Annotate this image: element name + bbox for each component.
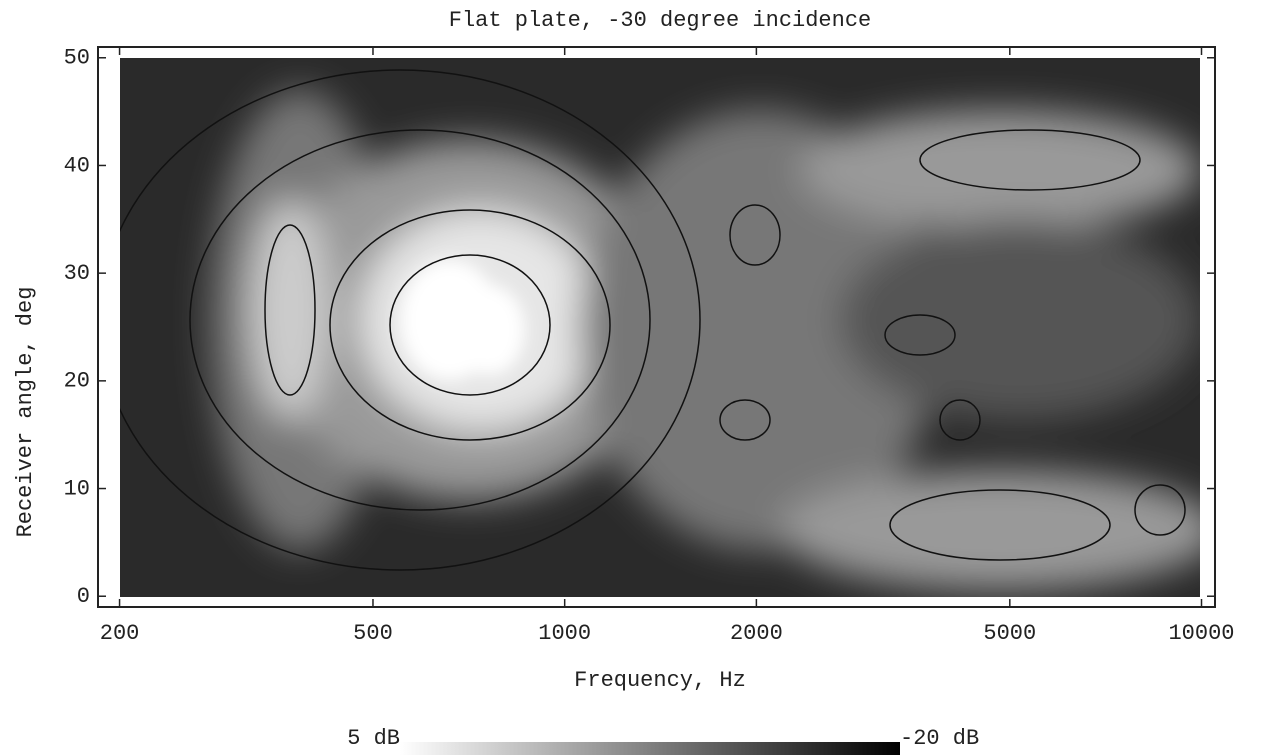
contour-line: [889, 489, 1111, 561]
colorbar-label: -20 dB: [900, 726, 979, 751]
contour-line: [1134, 484, 1186, 536]
y-tick-label: 40: [64, 153, 90, 178]
x-tick-label: 200: [100, 621, 140, 646]
contour-shade: [780, 470, 1200, 590]
contour-shade: [580, 110, 940, 550]
contour-line: [189, 129, 651, 511]
contour-shade: [800, 110, 1200, 230]
y-tick-label: 30: [64, 261, 90, 286]
contour-shade: [250, 200, 330, 420]
contour-shade: [455, 285, 525, 375]
y-tick-label: 20: [64, 369, 90, 394]
x-axis-label: Frequency, Hz: [574, 668, 746, 693]
contour-line: [729, 204, 781, 266]
contour-line: [884, 314, 956, 356]
y-tick-label: 0: [77, 584, 90, 609]
contour-line: [939, 399, 981, 441]
contour-line: [264, 224, 316, 396]
x-tick-label: 10000: [1168, 621, 1234, 646]
contour-shade: [840, 220, 1200, 420]
y-tick-label: 10: [64, 476, 90, 501]
plot-frame: [97, 46, 1216, 608]
x-tick-label: 5000: [983, 621, 1036, 646]
contour-line: [329, 209, 611, 441]
colorbar-label: 5 dB: [347, 726, 400, 751]
contour-field: [120, 58, 1200, 597]
y-tick-label: 50: [64, 46, 90, 71]
x-tick-label: 1000: [538, 621, 591, 646]
x-tick-label: 500: [353, 621, 393, 646]
contour-line: [120, 69, 701, 571]
contour-line: [389, 254, 551, 396]
contour-line: [719, 399, 771, 441]
y-axis-label: Receiver angle, deg: [13, 287, 38, 538]
x-tick-label: 2000: [730, 621, 783, 646]
colorbar: [400, 742, 900, 755]
chart-title: Flat plate, -30 degree incidence: [449, 8, 871, 33]
contour-line: [919, 129, 1141, 191]
